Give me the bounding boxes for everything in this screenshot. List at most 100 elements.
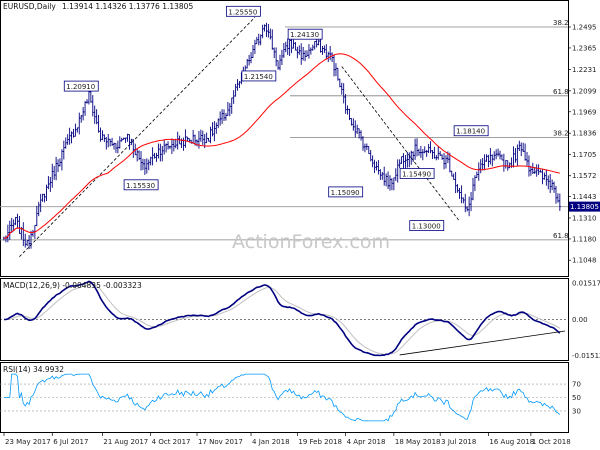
price-bar bbox=[167, 141, 170, 150]
price-bar bbox=[141, 158, 144, 170]
price-bar bbox=[516, 144, 519, 167]
price-annotation: 1.24130 bbox=[287, 28, 323, 40]
price-bar bbox=[356, 124, 359, 134]
price-bar bbox=[485, 154, 488, 162]
price-bar bbox=[535, 164, 538, 177]
price-bar bbox=[558, 193, 561, 211]
price-bar bbox=[522, 142, 525, 152]
price-bar bbox=[95, 109, 98, 125]
price-bar bbox=[554, 185, 557, 204]
price-bar bbox=[348, 108, 351, 121]
price-bar bbox=[107, 134, 110, 148]
price-bar bbox=[159, 143, 162, 162]
macd-tick: -0.015126 bbox=[572, 352, 600, 360]
price-tick: 1.1310 bbox=[572, 214, 597, 222]
price-bar bbox=[49, 176, 52, 192]
price-bar bbox=[105, 137, 108, 150]
price-bar bbox=[417, 148, 420, 156]
price-bar bbox=[6, 224, 9, 243]
price-bar bbox=[371, 155, 374, 168]
price-bar bbox=[113, 142, 116, 150]
price-bar bbox=[234, 83, 237, 97]
price-bar bbox=[18, 215, 21, 234]
price-bar bbox=[132, 139, 135, 158]
rsi-title: RSI(14) 34.9932 bbox=[3, 365, 64, 374]
price-bar bbox=[145, 158, 148, 174]
price-bar bbox=[238, 81, 241, 89]
price-bar bbox=[93, 105, 96, 124]
price-annotation: 1.25550 bbox=[225, 5, 261, 17]
price-axis: 1.2495 1.2365 1.2231 1.2099 1.1969 1.1836 1.17… bbox=[568, 23, 597, 265]
price-bar bbox=[277, 60, 280, 70]
price-bar bbox=[273, 47, 276, 59]
price-bar bbox=[161, 145, 164, 162]
price-bar bbox=[518, 140, 521, 151]
rsi-axis: 70 50 30 bbox=[572, 381, 581, 416]
fib-label: 38.2 bbox=[553, 129, 569, 137]
price-bar bbox=[35, 205, 38, 227]
price-bar bbox=[280, 49, 283, 66]
price-bar bbox=[369, 149, 372, 162]
date-tick: 23 May 2017 bbox=[5, 438, 51, 446]
price-bar bbox=[473, 175, 476, 192]
price-bar bbox=[394, 168, 397, 182]
trendlines bbox=[19, 17, 460, 257]
price-bar bbox=[228, 103, 231, 117]
price-bar bbox=[278, 54, 281, 71]
macd-axis: 0.015178 0.00 -0.015126 bbox=[572, 280, 600, 361]
moving-average-line bbox=[4, 53, 560, 239]
macd-title: MACD(12,26,9) -0.004835 -0.003323 bbox=[3, 281, 142, 290]
price-bar bbox=[118, 136, 121, 149]
price-bar bbox=[377, 160, 380, 175]
price-bar bbox=[85, 99, 88, 104]
price-bar bbox=[82, 107, 85, 121]
rsi-tick: 30 bbox=[572, 407, 581, 415]
svg-text:1.24130: 1.24130 bbox=[290, 31, 319, 39]
price-bar bbox=[441, 154, 444, 160]
price-bar bbox=[439, 151, 442, 156]
price-bar bbox=[43, 193, 46, 203]
price-bar bbox=[257, 33, 260, 46]
price-bar bbox=[396, 159, 399, 183]
price-bar bbox=[219, 111, 222, 126]
price-bar bbox=[500, 154, 503, 161]
price-bar bbox=[261, 24, 264, 39]
price-bar bbox=[76, 127, 79, 133]
price-bar bbox=[26, 240, 29, 247]
price-tick: 1.1180 bbox=[572, 235, 597, 243]
svg-text:1.20910: 1.20910 bbox=[66, 83, 95, 91]
price-bar bbox=[336, 67, 339, 81]
price-bar bbox=[224, 113, 227, 121]
current-price-box bbox=[569, 201, 600, 212]
price-bar bbox=[302, 46, 305, 61]
price-bar bbox=[419, 145, 422, 158]
price-bar bbox=[97, 114, 100, 133]
price-bar bbox=[514, 148, 517, 163]
rsi-series bbox=[0, 373, 568, 422]
price-bar bbox=[57, 159, 60, 173]
price-bar bbox=[354, 120, 357, 138]
price-bar bbox=[437, 146, 440, 160]
price-tick: 1.1836 bbox=[572, 130, 597, 138]
price-bar bbox=[526, 152, 529, 166]
price-bar bbox=[10, 217, 13, 233]
price-bar bbox=[361, 136, 364, 151]
price-bar bbox=[329, 46, 332, 61]
price-bar bbox=[282, 43, 285, 58]
price-bar bbox=[55, 156, 58, 181]
price-bar bbox=[255, 36, 258, 45]
price-bar bbox=[468, 196, 471, 217]
price-bar bbox=[311, 44, 314, 51]
macd-tick: 0.015178 bbox=[572, 280, 600, 288]
price-annotation: 1.15090 bbox=[328, 186, 364, 198]
price-bar bbox=[475, 171, 478, 179]
price-annotation: 1.20910 bbox=[63, 80, 99, 92]
price-annotation: 1.18140 bbox=[453, 125, 489, 137]
price-bar bbox=[458, 187, 461, 199]
price-bar bbox=[549, 174, 552, 194]
svg-text:1.18140: 1.18140 bbox=[456, 128, 485, 136]
price-bar bbox=[300, 43, 303, 65]
price-bar bbox=[421, 149, 424, 161]
price-bar bbox=[109, 138, 112, 147]
